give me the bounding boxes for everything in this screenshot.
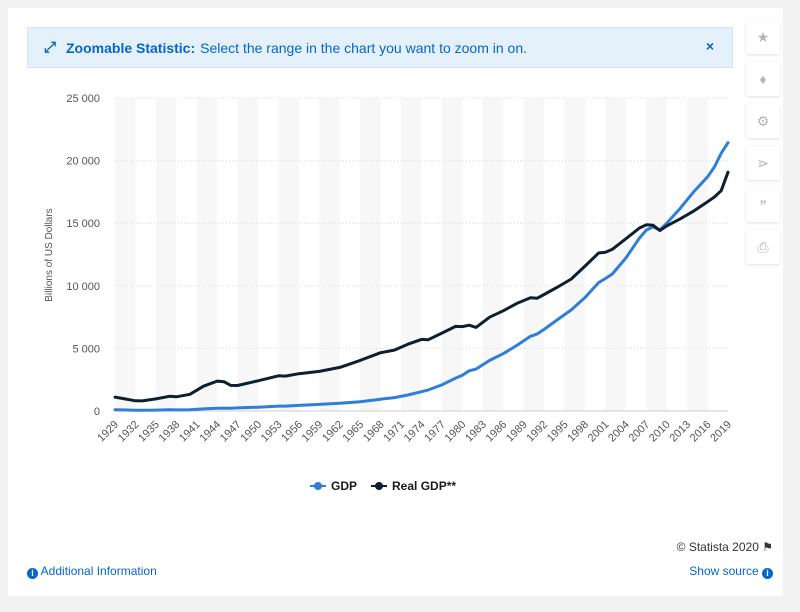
- statista-credit[interactable]: © Statista 2020 ⚑: [677, 540, 773, 554]
- series-line-real-gdp: [113, 170, 730, 403]
- legend-swatch-gdp: [310, 482, 326, 490]
- y-tick-label: 20 000: [66, 156, 100, 168]
- banner-label: Zoomable Statistic:: [66, 39, 196, 56]
- x-tick-label: 1929: [95, 419, 121, 445]
- chart-band: [401, 98, 422, 411]
- x-tick-label: 1989: [504, 419, 530, 445]
- x-tick-label: 1986: [484, 419, 510, 445]
- bell-icon: ♦: [759, 71, 767, 87]
- chart-band: [115, 98, 136, 411]
- x-tick-label: 1971: [381, 419, 407, 445]
- x-tick-label: 1938: [157, 419, 183, 445]
- credit-text: © Statista 2020: [676, 540, 759, 554]
- additional-information-label: Additional Information: [40, 564, 157, 578]
- x-tick-label: 1932: [116, 419, 142, 445]
- print-button[interactable]: ⎙: [746, 230, 780, 264]
- x-tick-label: 2019: [708, 419, 734, 445]
- x-tick-label: 1965: [341, 419, 367, 445]
- chart-band: [155, 98, 177, 411]
- flag-icon: ⚑: [762, 540, 773, 554]
- x-tick-label: 1935: [136, 419, 162, 445]
- series-lines: [113, 141, 730, 412]
- x-tick-label: 2016: [688, 419, 714, 445]
- chart-band: [278, 98, 299, 411]
- x-tick-label: 1995: [545, 419, 571, 445]
- info-icon: i: [762, 568, 773, 579]
- x-tick-label: 1980: [443, 419, 469, 445]
- x-axis: 1929193219351938194119441947195019531956…: [95, 419, 734, 445]
- settings-button[interactable]: ⚙: [746, 104, 780, 138]
- favorite-button[interactable]: ★: [746, 20, 780, 54]
- x-tick-label: 1959: [300, 419, 326, 445]
- chart-band: [196, 98, 218, 411]
- quote-icon: ”: [759, 197, 767, 213]
- y-axis: 0 5 000 10 000 15 000 20 000 25 000: [66, 93, 100, 418]
- info-icon: i: [27, 568, 38, 579]
- x-tick-label: 1977: [422, 419, 448, 445]
- chart-band: [319, 98, 340, 411]
- zoom-banner: ⤢ Zoomable Statistic: Select the range i…: [27, 27, 733, 68]
- x-tick-label: 2001: [586, 419, 612, 445]
- show-source-label: Show source: [689, 564, 759, 578]
- chart-band: [482, 98, 504, 411]
- legend-label-gdp: GDP: [331, 479, 358, 493]
- y-tick-label: 10 000: [66, 281, 100, 293]
- notification-button[interactable]: ♦: [746, 62, 780, 96]
- x-tick-label: 2007: [627, 419, 653, 445]
- chart-band: [441, 98, 463, 411]
- chart-band: [564, 98, 585, 411]
- additional-information-link[interactable]: i Additional Information: [27, 564, 157, 579]
- share-button[interactable]: ⋗: [746, 146, 780, 180]
- y-tick-label: 25 000: [66, 93, 100, 105]
- expand-icon: ⤢: [43, 39, 56, 56]
- x-tick-label: 1998: [565, 419, 591, 445]
- legend-label-real-gdp: Real GDP**: [392, 479, 457, 493]
- y-tick-label: 15 000: [66, 218, 100, 230]
- x-tick-label: 1983: [463, 419, 489, 445]
- legend-item-gdp[interactable]: GDP: [310, 479, 357, 493]
- x-tick-label: 1947: [218, 419, 244, 445]
- chart-band: [360, 98, 381, 411]
- banner-message: Select the range in the chart you want t…: [200, 39, 528, 56]
- y-tick-label: 0: [94, 406, 100, 418]
- chart-band: [605, 98, 626, 411]
- close-banner-button[interactable]: ×: [705, 38, 714, 54]
- print-icon: ⎙: [757, 238, 769, 255]
- cite-button[interactable]: ”: [746, 188, 780, 222]
- show-source-link[interactable]: Show source i: [689, 564, 773, 579]
- x-tick-label: 1968: [361, 419, 387, 445]
- chart-band: [687, 98, 708, 411]
- x-tick-label: 2004: [606, 419, 632, 445]
- star-icon: ★: [756, 28, 770, 45]
- x-tick-label: 1974: [402, 419, 428, 445]
- legend-item-real-gdp[interactable]: Real GDP**: [371, 479, 456, 493]
- chart-band: [523, 98, 545, 411]
- chart-band: [646, 98, 667, 411]
- x-tick-label: 1953: [259, 419, 285, 445]
- x-tick-label: 1944: [197, 419, 223, 445]
- y-tick-label: 5 000: [72, 343, 100, 355]
- x-tick-label: 2010: [647, 419, 673, 445]
- chart-bands: [115, 98, 708, 411]
- x-tick-label: 1941: [177, 419, 203, 445]
- gear-icon: ⚙: [756, 112, 770, 129]
- x-tick-label: 1962: [320, 419, 346, 445]
- x-tick-label: 1992: [524, 419, 550, 445]
- share-icon: ⋗: [757, 154, 769, 171]
- y-axis-label: Billions of US Dollars: [44, 208, 55, 301]
- x-tick-label: 2013: [667, 419, 693, 445]
- legend-swatch-real-gdp: [371, 482, 388, 490]
- chart-legend: GDP Real GDP**: [310, 479, 470, 493]
- x-tick-label: 1950: [238, 419, 264, 445]
- series-line-gdp: [113, 141, 730, 412]
- chart-band: [237, 98, 259, 411]
- chart-gridlines: [115, 97, 728, 412]
- x-tick-label: 1956: [279, 419, 305, 445]
